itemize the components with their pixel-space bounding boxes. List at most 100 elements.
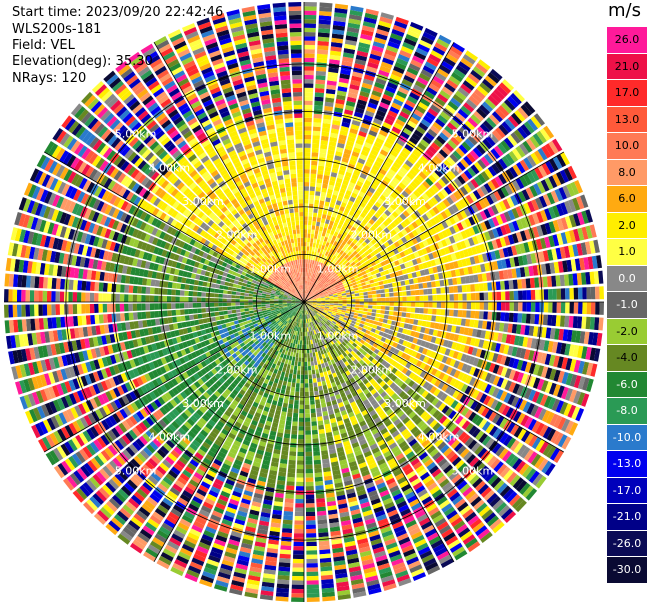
- velocity-gate: [315, 493, 325, 499]
- velocity-gate: [347, 200, 354, 207]
- velocity-gate: [318, 157, 326, 163]
- velocity-gate: [297, 460, 304, 465]
- velocity-gate: [513, 290, 519, 300]
- velocity-gate: [353, 287, 359, 291]
- velocity-gate: [500, 291, 506, 301]
- velocity-gate: [569, 287, 574, 300]
- velocity-gate: [431, 288, 437, 295]
- velocity-gate: [297, 451, 304, 457]
- velocity-gate: [329, 202, 335, 208]
- velocity-gate: [334, 12, 347, 18]
- velocity-gate: [321, 187, 327, 193]
- velocity-gate: [318, 276, 322, 282]
- velocity-gate: [376, 187, 384, 194]
- velocity-gate: [462, 80, 475, 91]
- velocity-gate: [573, 302, 579, 314]
- velocity-gate: [447, 49, 461, 60]
- velocity-gate: [317, 416, 323, 422]
- velocity-gate: [304, 199, 309, 204]
- velocity-gate: [350, 79, 361, 87]
- velocity-gate: [330, 132, 339, 139]
- velocity-gate: [311, 225, 316, 230]
- velocity-gate: [375, 137, 385, 145]
- velocity-gate: [284, 506, 294, 512]
- velocity-gate: [372, 302, 377, 306]
- velocity-gate: [292, 558, 304, 564]
- velocity-gate: [338, 134, 347, 141]
- velocity-gate: [348, 88, 359, 95]
- velocity-gate: [371, 215, 378, 222]
- velocity-gate: [474, 311, 480, 319]
- velocity-gate: [453, 285, 458, 293]
- velocity-gate: [525, 278, 531, 289]
- velocity-gate: [304, 66, 315, 71]
- velocity-gate: [439, 64, 452, 75]
- velocity-gate: [346, 297, 352, 300]
- velocity-gate: [322, 411, 329, 417]
- velocity-gate: [288, 455, 296, 461]
- velocity-gate: [441, 86, 454, 96]
- velocity-gate: [306, 254, 309, 260]
- velocity-gate: [341, 60, 353, 67]
- velocity-gate: [432, 121, 443, 131]
- velocity-gate: [315, 88, 325, 93]
- velocity-gate: [311, 288, 315, 292]
- velocity-gate: [314, 364, 319, 370]
- velocity-gate: [317, 510, 327, 516]
- velocity-gate: [379, 168, 387, 176]
- velocity-gate: [282, 441, 290, 447]
- velocity-gate: [419, 295, 424, 301]
- velocity-gate: [307, 331, 310, 337]
- velocity-gate: [414, 307, 420, 313]
- velocity-gate: [283, 398, 289, 404]
- velocity-gate: [495, 281, 501, 291]
- velocity-gate: [313, 284, 317, 288]
- velocity-gate: [306, 597, 320, 602]
- velocity-gate: [329, 176, 337, 182]
- velocity-gate: [304, 293, 306, 298]
- velocity-gate: [434, 42, 448, 52]
- velocity-gate: [328, 184, 334, 190]
- velocity-gate: [342, 295, 347, 298]
- velocity-gate: [319, 544, 330, 551]
- velocity-gate: [350, 155, 358, 162]
- velocity-gate: [373, 278, 379, 283]
- velocity-gate: [359, 90, 370, 98]
- velocity-gate: [324, 270, 328, 276]
- velocity-gate: [419, 289, 424, 295]
- velocity-gate: [348, 210, 355, 217]
- velocity-gate: [344, 227, 350, 234]
- velocity-gate: [318, 429, 325, 434]
- velocity-gate: [348, 230, 354, 236]
- velocity-gate: [363, 114, 373, 122]
- velocity-gate: [560, 302, 566, 314]
- velocity-gate: [367, 134, 376, 141]
- velocity-gate: [278, 467, 287, 473]
- velocity-gate: [337, 233, 342, 239]
- velocity-gate: [367, 294, 373, 298]
- velocity-gate: [380, 289, 385, 294]
- velocity-gate: [447, 278, 453, 286]
- velocity-gate: [320, 144, 328, 150]
- velocity-gate: [292, 417, 298, 422]
- velocity-gate: [288, 399, 294, 405]
- velocity-gate: [496, 312, 501, 321]
- velocity-gate: [309, 383, 313, 388]
- velocity-gate: [335, 151, 343, 157]
- velocity-gate: [317, 32, 330, 38]
- velocity-gate: [530, 313, 536, 324]
- velocity-gate: [388, 169, 396, 177]
- velocity-gate: [320, 273, 324, 278]
- velocity-gate: [321, 244, 325, 250]
- velocity-gate: [369, 319, 375, 324]
- velocity-gate: [423, 115, 434, 124]
- velocity-gate: [364, 12, 378, 20]
- velocity-gate: [319, 372, 324, 378]
- velocity-gate: [359, 126, 369, 134]
- velocity-gate: [311, 229, 315, 235]
- velocity-gate: [309, 272, 312, 278]
- velocity-gate: [411, 302, 416, 307]
- velocity-gate: [565, 302, 570, 314]
- velocity-gate: [389, 297, 394, 302]
- velocity-gate: [458, 61, 471, 72]
